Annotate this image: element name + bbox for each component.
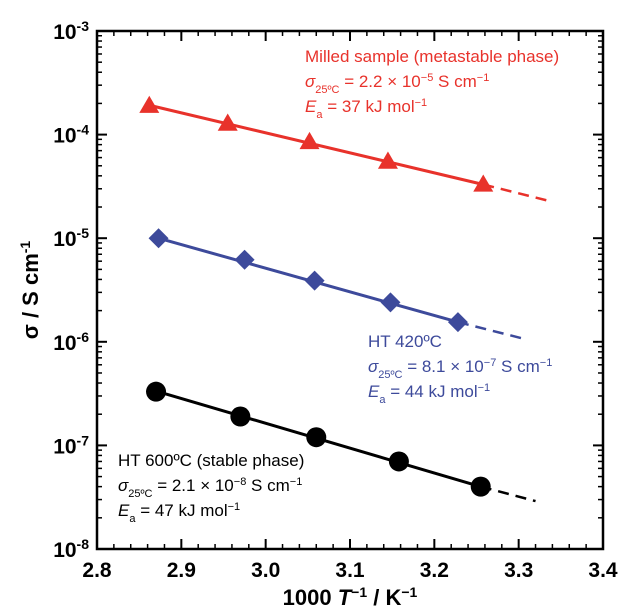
x-tick-label: 3.3	[504, 559, 533, 582]
y-tick-label: 10-7	[53, 432, 89, 458]
series-parameter: Ea = 47 kJ mol−1	[118, 501, 240, 525]
data-point	[148, 228, 169, 249]
y-axis-title: σ / S cm-1	[17, 241, 43, 340]
series-parameter: σ25ºC = 2.1 × 10−8 S cm−1	[118, 476, 302, 500]
series-extrapolation-line	[457, 320, 528, 341]
y-tick-label: 10-4	[53, 122, 89, 148]
data-points	[139, 95, 494, 497]
x-tick-label: 2.9	[167, 559, 196, 582]
series-parameter: Ea = 37 kJ mol−1	[305, 97, 427, 121]
y-tick-label: 10-8	[53, 536, 89, 562]
data-point	[217, 113, 238, 131]
series-parameter: σ25ºC = 2.2 × 10−5 S cm−1	[305, 72, 489, 96]
x-tick-label: 2.8	[82, 559, 112, 582]
y-tick-label: 10-6	[53, 329, 89, 355]
data-point	[380, 292, 401, 313]
series-parameter: Ea = 44 kJ mol−1	[368, 382, 490, 406]
y-tick-label: 10-3	[53, 18, 89, 44]
series-parameter: σ25ºC = 8.1 × 10−7 S cm−1	[368, 357, 552, 381]
data-point	[377, 151, 398, 169]
data-point	[470, 476, 491, 497]
series-extrapolation-line	[482, 183, 549, 202]
data-point	[139, 95, 160, 113]
data-point	[304, 270, 325, 291]
data-point	[230, 406, 251, 427]
tick-labels: 2.8 2.9 3.0 3.1 3.2 3.3 3.4 10-8 10-7 10-6 10-5 10-…	[53, 18, 618, 582]
x-tick-label: 3.1	[335, 559, 365, 582]
series-label: HT 420ºC	[368, 332, 442, 351]
annotations: Milled sample (metastable phase) σ25ºC = …	[118, 47, 559, 525]
x-tick-label: 3.2	[420, 559, 449, 582]
y-tick-label: 10-5	[53, 225, 89, 251]
data-point	[447, 312, 468, 333]
data-point	[306, 427, 327, 448]
data-point	[299, 131, 320, 150]
data-point	[234, 249, 255, 270]
x-tick-label: 3.0	[251, 559, 280, 582]
data-point	[473, 174, 494, 192]
series-label: Milled sample (metastable phase)	[305, 47, 559, 66]
data-point	[146, 381, 167, 402]
plot-frame	[95, 29, 605, 551]
series-label: HT 600ºC (stable phase)	[118, 451, 304, 470]
x-axis-title: 1000 T−1 / K−1	[283, 584, 418, 610]
x-tick-label: 3.4	[588, 559, 618, 582]
data-point	[388, 451, 409, 472]
